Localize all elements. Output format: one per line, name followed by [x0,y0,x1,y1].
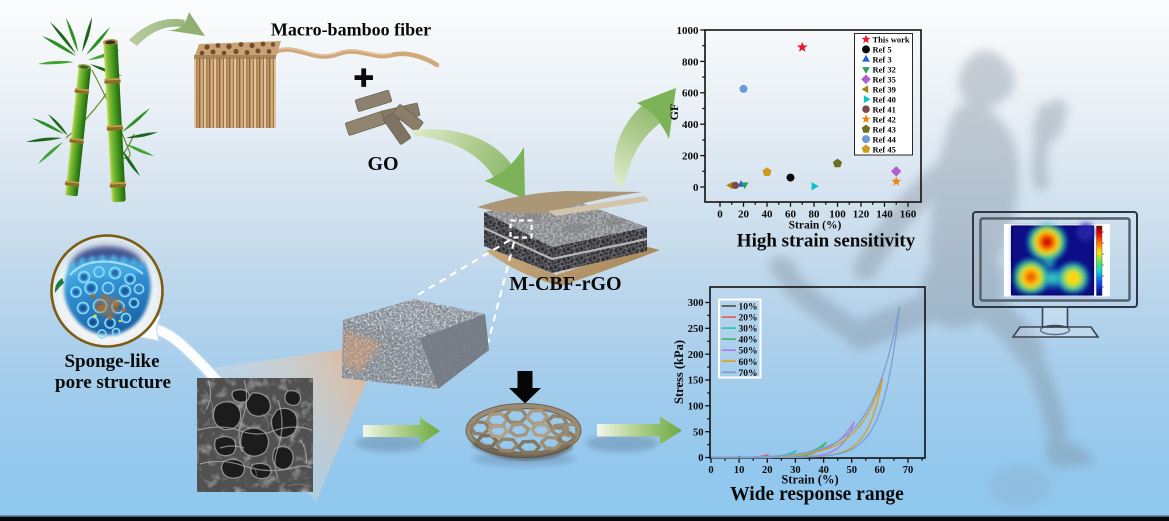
svg-text:20: 20 [738,209,750,221]
svg-text:20: 20 [762,465,773,476]
svg-text:Ref 35: Ref 35 [873,75,896,85]
svg-text:70: 70 [903,465,914,476]
svg-text:Strain (%): Strain (%) [781,473,838,487]
svg-text:pore structure: pore structure [55,372,171,393]
svg-text:160: 160 [900,209,917,221]
svg-text:30: 30 [790,465,801,476]
svg-text:150: 150 [688,376,704,387]
svg-text:This work: This work [873,35,910,45]
svg-text:Ref 3: Ref 3 [873,55,892,65]
svg-text:30%: 30% [739,325,758,335]
svg-text:40%: 40% [739,336,758,346]
svg-text:Ref 43: Ref 43 [873,124,896,134]
svg-text:10%: 10% [739,303,758,313]
svg-text:Stress (kPa): Stress (kPa) [672,340,686,404]
svg-text:0: 0 [717,209,723,221]
svg-text:Ref 45: Ref 45 [873,144,896,154]
svg-text:0: 0 [708,465,713,476]
svg-text:Ref 42: Ref 42 [873,114,896,124]
svg-text:50%: 50% [739,347,758,357]
svg-text:40: 40 [818,465,829,476]
svg-text:200: 200 [682,151,699,163]
svg-text:400: 400 [682,119,699,131]
svg-text:60%: 60% [739,358,758,368]
svg-text:Ref 41: Ref 41 [873,104,896,114]
svg-text:Ref 5: Ref 5 [873,45,892,55]
svg-text:GO: GO [367,153,398,175]
svg-text:80: 80 [809,209,821,221]
svg-text:250: 250 [688,324,704,335]
svg-text:GF: GF [667,104,681,121]
svg-text:60: 60 [785,209,797,221]
svg-text:200: 200 [688,350,704,361]
svg-text:1000: 1000 [677,25,700,37]
svg-text:100: 100 [829,209,846,221]
svg-text:Ref 32: Ref 32 [873,65,896,75]
svg-text:50: 50 [693,427,704,438]
svg-text:300: 300 [688,298,704,309]
svg-text:100: 100 [688,402,704,413]
svg-text:Macro-bamboo fiber: Macro-bamboo fiber [271,20,431,40]
svg-text:140: 140 [876,209,893,221]
svg-text:M-CBF-rGO: M-CBF-rGO [509,273,621,295]
svg-text:800: 800 [682,56,699,68]
svg-text:600: 600 [682,88,699,100]
svg-text:0: 0 [698,453,703,464]
svg-text:70%: 70% [739,369,758,379]
svg-text:Ref 40: Ref 40 [873,94,896,104]
svg-text:40: 40 [762,209,774,221]
svg-text:50: 50 [846,465,857,476]
svg-text:High strain sensitivity: High strain sensitivity [737,231,916,252]
svg-text:60: 60 [875,465,886,476]
svg-text:10: 10 [734,465,745,476]
svg-text:Wide response range: Wide response range [730,484,904,505]
svg-text:120: 120 [853,209,870,221]
svg-text:Strain (%): Strain (%) [789,220,842,232]
svg-text:20%: 20% [739,314,758,324]
svg-text:Sponge-like: Sponge-like [64,351,159,372]
svg-text:0: 0 [693,182,699,194]
svg-text:Ref 44: Ref 44 [873,134,897,144]
svg-text:Ref 39: Ref 39 [873,85,896,95]
